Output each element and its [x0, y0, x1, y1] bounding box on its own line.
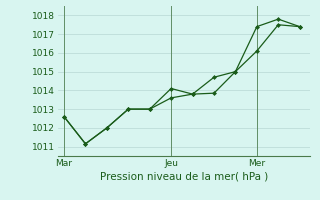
X-axis label: Pression niveau de la mer( hPa ): Pression niveau de la mer( hPa ): [100, 172, 268, 182]
